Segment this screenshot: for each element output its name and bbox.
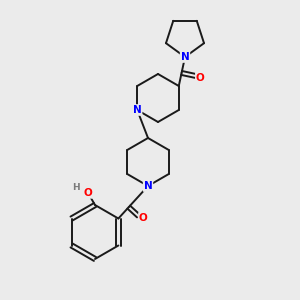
- Text: H: H: [73, 183, 80, 192]
- Text: O: O: [139, 213, 148, 223]
- Text: O: O: [84, 188, 92, 198]
- Text: O: O: [196, 73, 205, 83]
- Text: N: N: [181, 52, 189, 62]
- Text: N: N: [133, 105, 142, 115]
- Text: N: N: [144, 181, 152, 191]
